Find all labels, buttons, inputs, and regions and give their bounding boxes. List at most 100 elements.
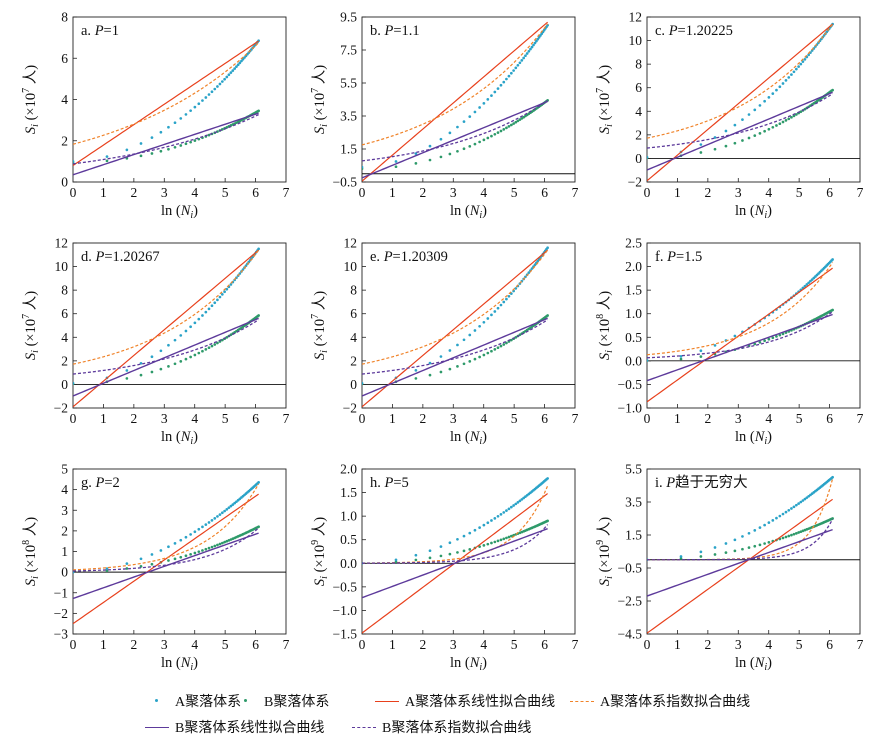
x-axis-label-paren: )	[767, 655, 772, 671]
b-point	[201, 549, 204, 552]
b-point	[784, 535, 788, 539]
y-tick-label: 1.0	[625, 306, 642, 321]
a-point	[486, 98, 490, 101]
y-tick-label: −0.5	[333, 579, 358, 594]
b-point	[831, 308, 834, 312]
y-tick-label: 2.0	[340, 462, 357, 477]
b-point	[781, 536, 785, 540]
x-tick-label: 7	[283, 411, 290, 426]
b-point	[456, 149, 459, 153]
y-axis-label-unit: 人)	[596, 291, 613, 314]
a-exp-fit-line	[647, 262, 834, 356]
b-point	[213, 343, 217, 346]
a-linear-fit-line	[73, 493, 259, 625]
x-tick-label: 5	[222, 411, 229, 426]
panel-7: 0 1 2 3 4 5 6 7 −3 −2 −1 0 1 2 3 4 5 ln (Ni) Si (×108 人) g.…	[21, 462, 290, 674]
panel-title: e. P=1.20309	[370, 249, 448, 265]
x-tick-label: 2	[704, 185, 711, 200]
a-point	[679, 555, 683, 558]
x-tick-label: 1	[389, 185, 396, 200]
x-tick-label: 3	[161, 185, 168, 200]
a-point	[790, 73, 793, 76]
a-point	[213, 517, 217, 520]
b-point	[218, 542, 222, 546]
y-tick-label: 1.0	[340, 509, 357, 524]
a-point	[473, 528, 477, 532]
a-point	[784, 510, 788, 514]
y-axis-label-exponent: 9	[310, 540, 321, 545]
b-point	[448, 367, 452, 371]
a-point	[535, 39, 538, 43]
y-axis-label-mult: (×10	[312, 319, 328, 350]
a-point	[229, 504, 233, 508]
y-axis-label-exponent: 7	[21, 314, 32, 319]
a-point	[159, 549, 163, 552]
x-tick-label: 4	[480, 411, 487, 426]
b-point	[496, 131, 500, 134]
b-point	[775, 124, 778, 127]
x-tick-label: 5	[511, 411, 518, 426]
a-point	[699, 550, 703, 554]
a-point	[201, 314, 204, 317]
plot-frame	[646, 242, 861, 409]
a-point	[456, 125, 459, 129]
y-axis-label: Si (×108 人)	[595, 291, 615, 360]
y-axis-label-var: S	[23, 578, 39, 586]
y-axis-label-sub: i	[30, 124, 41, 127]
panel-title-value: =1	[104, 23, 119, 39]
a-point	[184, 113, 188, 116]
b-point	[763, 542, 766, 545]
y-axis-label-sub: i	[319, 576, 330, 579]
y-axis-label-unit: 人)	[311, 65, 328, 88]
x-tick-label: 2	[130, 185, 137, 200]
a-exp-fit-line	[73, 249, 260, 365]
b-point	[509, 338, 513, 342]
b-point	[220, 338, 224, 342]
panel-title-p: P	[384, 23, 394, 39]
x-tick-label: 0	[70, 411, 77, 426]
a-point	[179, 117, 183, 120]
y-tick-label: 2	[350, 353, 357, 368]
b-linear-fit-line	[362, 528, 548, 599]
b-point	[505, 126, 508, 130]
a-point	[204, 523, 208, 526]
a-point	[516, 501, 520, 504]
x-tick-label: 1	[674, 411, 681, 426]
b-point	[167, 559, 170, 562]
b-point	[179, 144, 183, 147]
panel-title-p: P	[668, 23, 678, 39]
x-tick-label: 0	[359, 637, 366, 652]
y-axis-label-var: S	[312, 352, 328, 360]
x-axis-label-var: N	[469, 203, 481, 219]
a-point	[173, 338, 177, 342]
x-tick-label: 5	[511, 637, 518, 652]
b-exp-fit-line	[73, 319, 259, 375]
y-axis-label-var: S	[23, 126, 39, 134]
x-tick-label: 7	[283, 637, 290, 652]
b-point	[778, 333, 782, 337]
a-point	[505, 297, 508, 301]
a-point	[478, 526, 481, 529]
panel-title-p: P	[384, 475, 394, 491]
a-point	[518, 61, 522, 65]
y-axis-label-exponent: 9	[595, 540, 606, 545]
b-point	[220, 541, 224, 545]
b-point	[478, 140, 481, 144]
b-point	[505, 536, 508, 540]
a-point	[73, 160, 75, 163]
y-tick-label: 6	[61, 306, 68, 321]
b-point	[797, 531, 800, 534]
x-axis-label: ln (Ni)	[735, 203, 772, 221]
a-point	[509, 71, 513, 75]
a-point	[767, 521, 771, 525]
y-axis-label-mult: (×10	[312, 545, 328, 576]
a-point	[125, 562, 129, 565]
a-point	[524, 54, 527, 58]
a-point	[512, 504, 515, 507]
b-point	[493, 132, 497, 136]
x-tick-label: 6	[252, 411, 259, 426]
b-point	[150, 562, 154, 566]
a-point	[223, 290, 226, 294]
b-exp-fit-line	[73, 527, 260, 572]
a-point	[747, 531, 751, 535]
